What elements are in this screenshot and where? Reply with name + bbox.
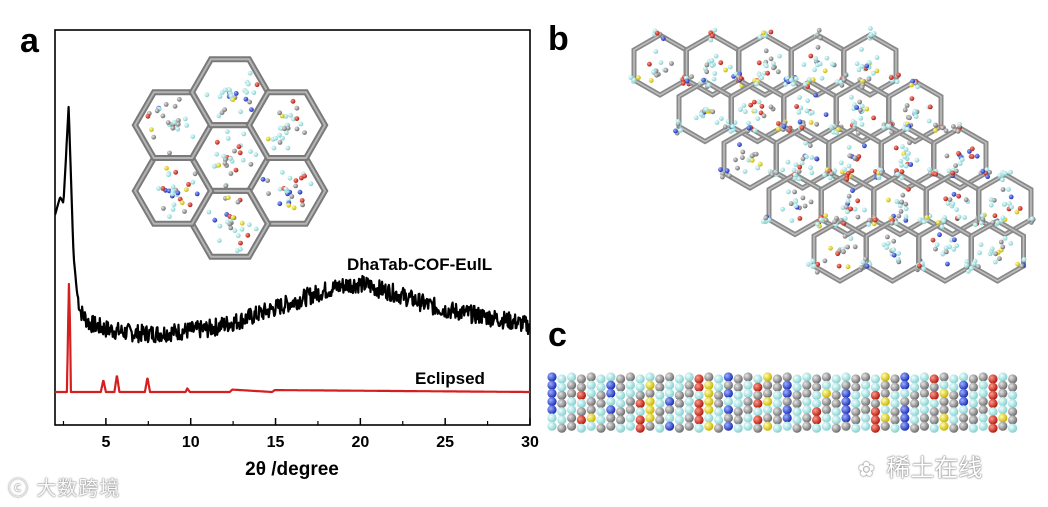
x-tick-label: 30 <box>521 434 539 451</box>
x-tick-label: 10 <box>182 434 200 451</box>
x-tick-label: 15 <box>267 434 285 451</box>
series-label-dhatab-cof-eull: DhaTab-COF-EulL <box>347 255 492 274</box>
series-line-eclipsed <box>55 282 530 394</box>
inset-honeycomb-structure <box>131 56 329 260</box>
watermark-left: ⓒ 大数跨境 <box>8 472 120 501</box>
x-tick-label: 20 <box>351 434 369 451</box>
x-tick-label: 5 <box>101 434 110 451</box>
watermark-right-text: 稀土在线 <box>886 454 983 482</box>
plot-frame <box>54 29 531 426</box>
panel-label-b: b <box>548 20 569 58</box>
x-axis: 5 10 15 20 25 30 <box>62 418 539 451</box>
x-axis-label: 2θ /degree <box>245 459 339 480</box>
brand-logo-icon: ⓒ <box>8 476 29 500</box>
x-tick-label: 25 <box>436 434 454 451</box>
series-line-dhatab-cof-eull <box>55 105 530 344</box>
panel-label-a: a <box>20 22 39 60</box>
series-label-eclipsed: Eclipsed <box>415 369 485 388</box>
framework-sheet-b <box>628 26 1036 284</box>
watermark-left-text: 大数跨境 <box>36 476 121 500</box>
wechat-icon: ✿ <box>858 457 875 481</box>
stacked-layers-c <box>547 372 1018 433</box>
panel-label-c: c <box>548 316 567 354</box>
watermark-right: ✿ 稀土在线 <box>858 448 982 483</box>
